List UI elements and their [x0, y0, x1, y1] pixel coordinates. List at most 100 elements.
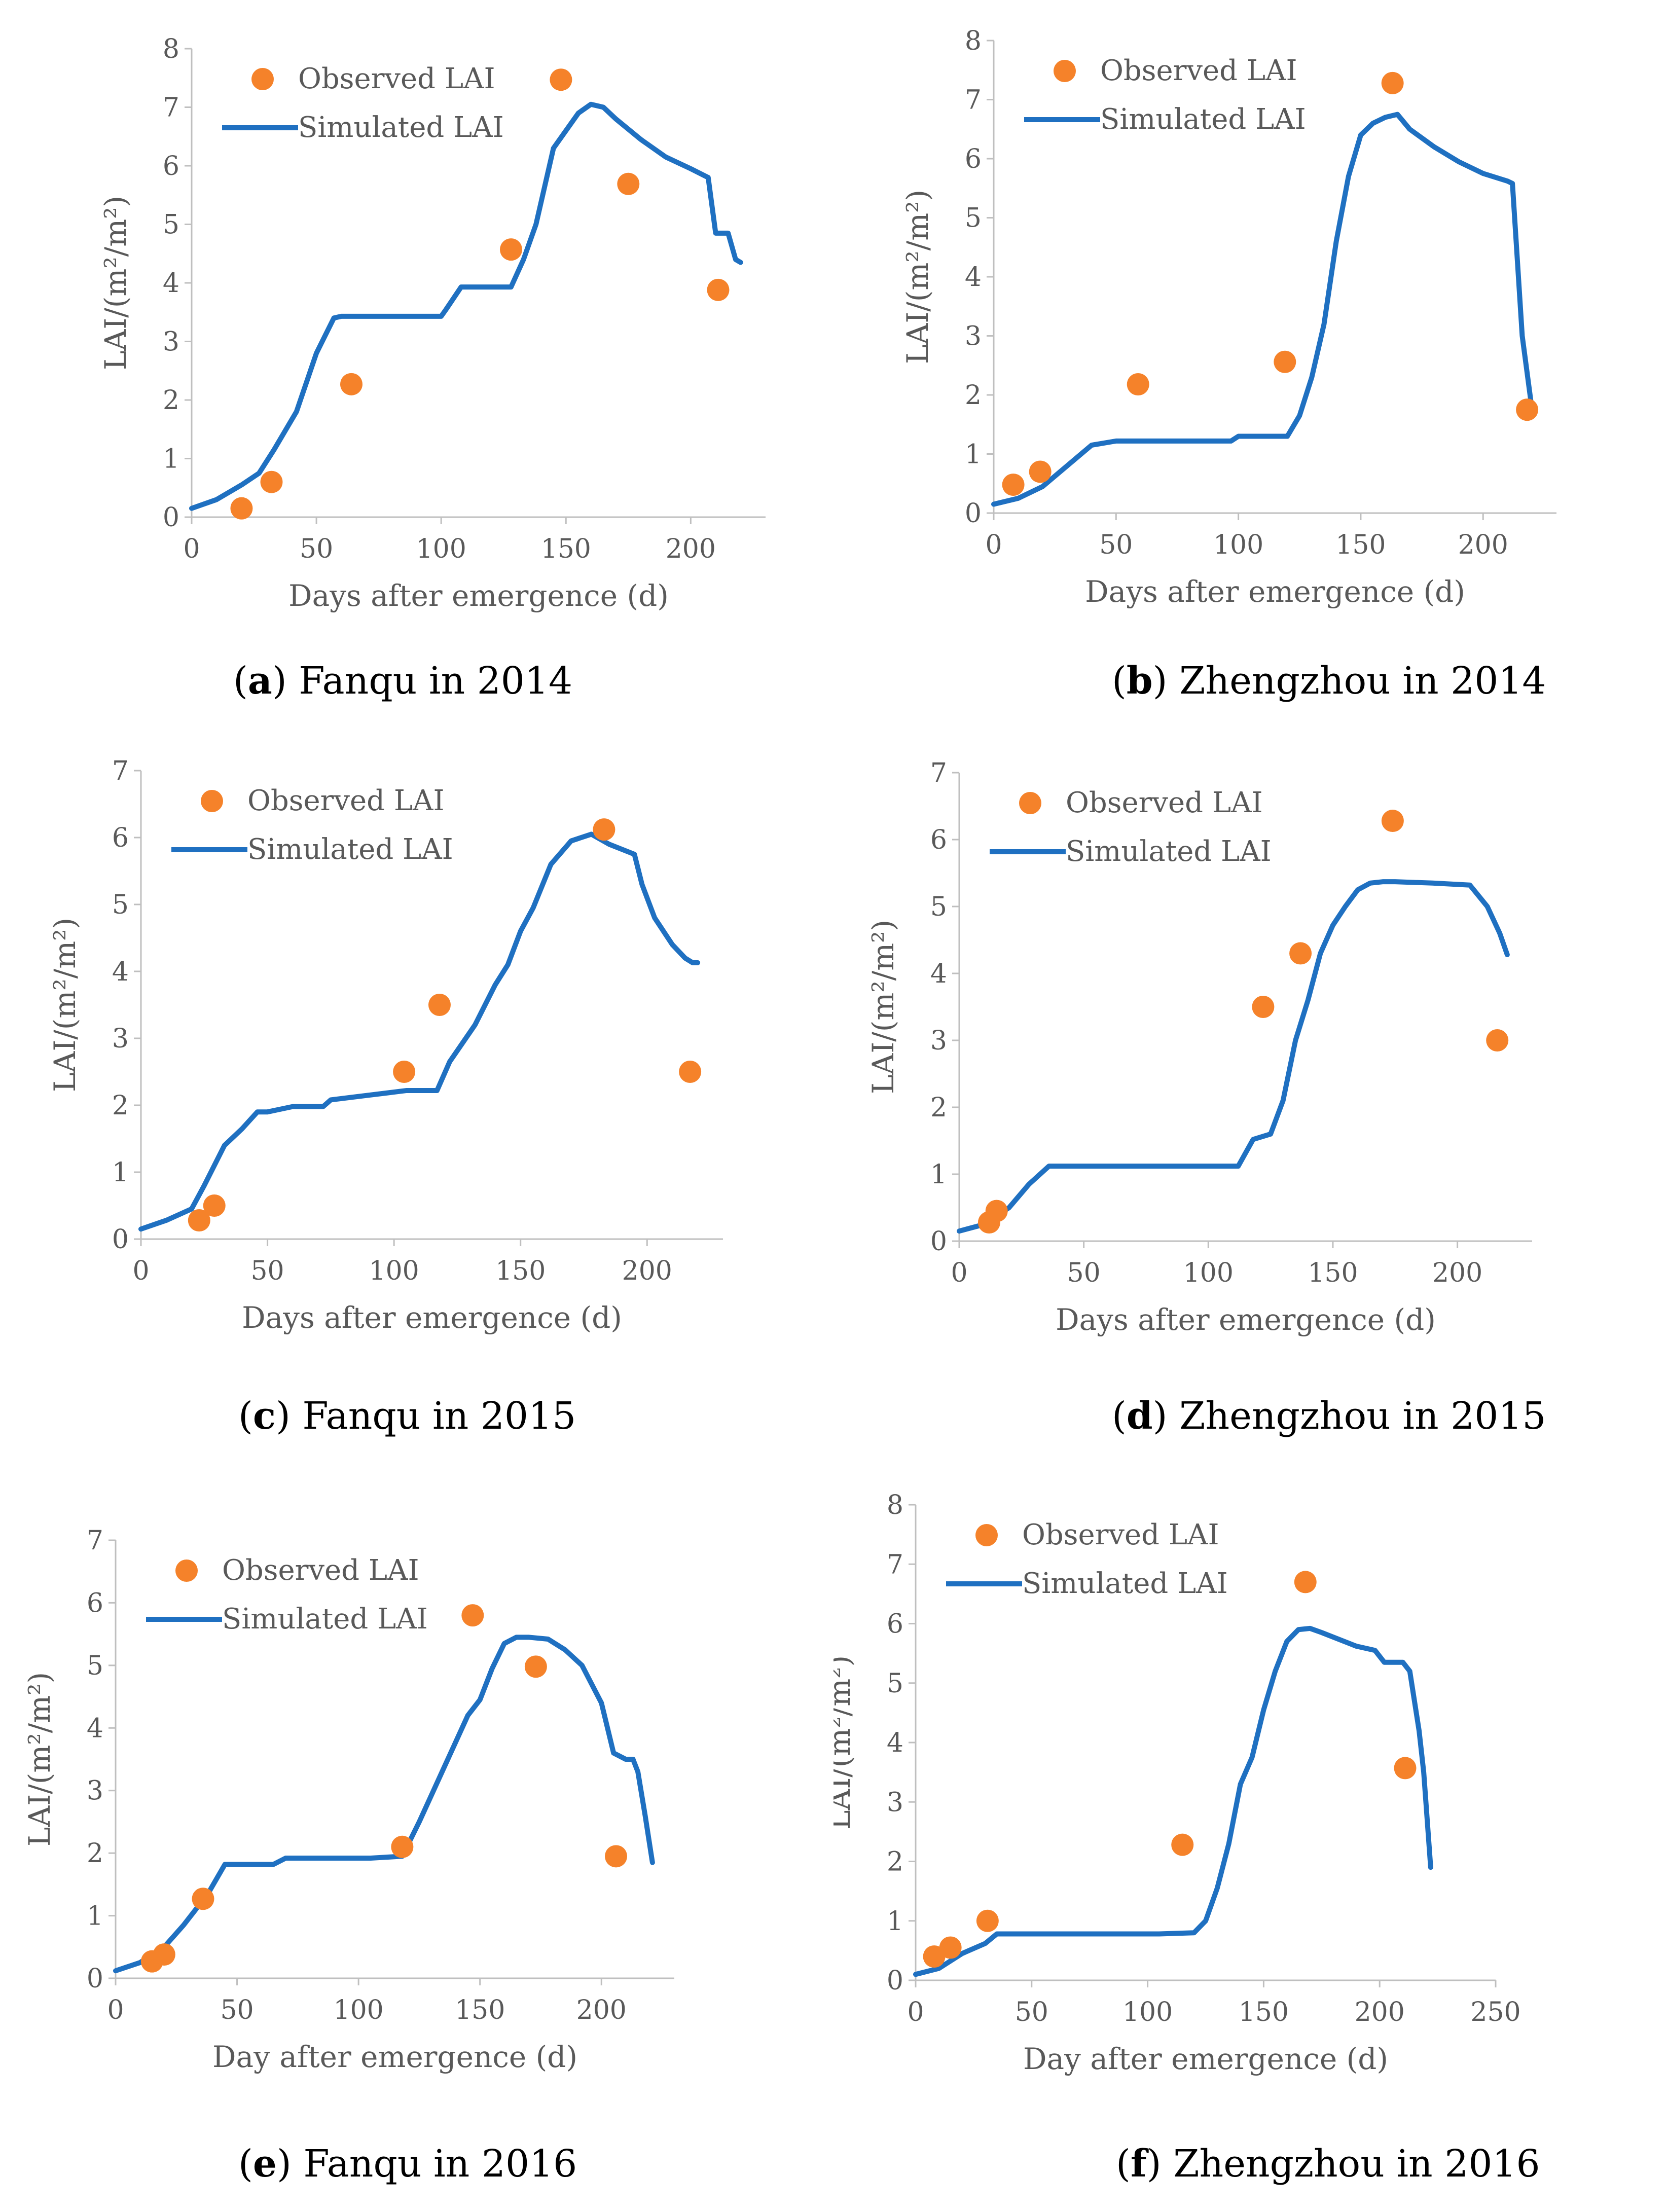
y-tick-label: 3: [112, 1024, 129, 1054]
y-tick-label: 6: [163, 151, 179, 182]
y-tick-label: 7: [87, 1526, 103, 1556]
observed-lai-point: [203, 1194, 226, 1217]
y-tick-label: 8: [965, 26, 982, 56]
observed-lai-point: [230, 497, 253, 520]
x-tick-label: 200: [576, 1995, 627, 2025]
x-tick-label: 150: [1335, 530, 1386, 560]
y-tick-label: 1: [930, 1159, 947, 1190]
observed-lai-point: [1289, 942, 1312, 965]
observed-lai-point: [499, 238, 522, 261]
simulated-lai-line: [189, 101, 743, 511]
x-axis-label: Day after emergence (d): [212, 2040, 577, 2074]
simulated-lai-line: [957, 879, 1510, 1234]
y-tick-label: 3: [887, 1787, 903, 1818]
observed-lai-point: [428, 994, 451, 1016]
x-tick-label: 100: [1213, 530, 1263, 560]
y-tick-label: 4: [112, 957, 129, 987]
y-tick-label: 7: [112, 756, 129, 786]
caption-a: (a) Fanqu in 2014: [233, 659, 573, 703]
y-axis-label: LAI/(m²/m²): [22, 1672, 57, 1846]
y-tick-label: 6: [887, 1609, 903, 1640]
x-tick-label: 200: [666, 534, 716, 564]
x-tick-label: 0: [951, 1258, 967, 1288]
x-tick-label: 200: [622, 1256, 672, 1286]
observed-lai-point: [707, 278, 730, 301]
y-axis-label: LAI/(m²/m²): [866, 920, 900, 1094]
y-tick-label: 7: [965, 85, 982, 116]
chart-b: 0 1 2 3 4 5 6 7 8 0 50 100 150 200 Days after emergenc…: [900, 26, 1556, 609]
y-tick-label: 5: [930, 892, 947, 922]
observed-lai-point: [1127, 373, 1149, 396]
x-tick-label: 0: [183, 534, 200, 564]
simulated-lai-line: [913, 1625, 1433, 1977]
y-tick-label: 5: [163, 210, 179, 240]
y-tick-label: 8: [163, 34, 179, 64]
observed-lai-point: [939, 1936, 962, 1959]
panel-b: 0 1 2 3 4 5 6 7 8 0 50 100 150 200 Days after emergenc…: [834, 0, 1667, 735]
y-tick-label: 3: [930, 1026, 947, 1056]
x-tick-label: 100: [333, 1995, 383, 2025]
legend-observed-marker: [251, 68, 274, 90]
chart-a: 0 1 2 3 4 5 6 7 8 0 50 100 150 200 Days after emergenc…: [98, 34, 766, 613]
y-tick-label: 2: [965, 380, 982, 411]
panel-e: 0 1 2 3 4 5 6 7 0 50 100 150 200 Day after emergence …: [0, 1470, 834, 2212]
x-axis-label: Days after emergence (d): [288, 578, 669, 613]
observed-lai-point: [1381, 810, 1404, 832]
observed-lai-point: [192, 1888, 214, 1910]
y-tick-label: 6: [87, 1588, 103, 1618]
observed-lai-point: [188, 1209, 210, 1232]
y-tick-label: 0: [930, 1226, 947, 1257]
legend-simulated-label: Simulated LAI: [1100, 103, 1306, 136]
y-tick-label: 7: [163, 93, 179, 123]
observed-lai-point: [593, 818, 615, 841]
y-tick-label: 2: [163, 385, 179, 416]
observed-lai-point: [153, 1943, 175, 1966]
caption-letter: b: [1126, 659, 1153, 703]
caption-letter: c: [252, 1394, 276, 1438]
y-tick-label: 3: [163, 327, 179, 357]
observed-lai-point: [985, 1200, 1008, 1222]
y-tick-label: 7: [930, 758, 947, 788]
observed-lai-point: [1294, 1571, 1317, 1593]
observed-lai-point: [976, 1909, 999, 1932]
caption-f: (f) Zhengzhou in 2016: [1116, 2142, 1540, 2186]
legend-observed-label: Observed LAI: [1100, 54, 1297, 87]
caption-d: (d) Zhengzhou in 2015: [1112, 1394, 1546, 1438]
legend-observed-marker: [201, 790, 223, 812]
observed-lai-point: [923, 1945, 946, 1968]
observed-lai-point: [1171, 1833, 1194, 1856]
y-tick-label: 0: [87, 1964, 103, 1994]
observed-lai-point: [1029, 460, 1052, 483]
simulated-lai-line: [991, 112, 1535, 507]
y-tick-label: 6: [930, 825, 947, 855]
x-axis-label: Days after emergence (d): [242, 1300, 622, 1335]
x-axis-label: Day after emergence (d): [1023, 2042, 1388, 2076]
chart-e: 0 1 2 3 4 5 6 7 0 50 100 150 200 Day after emergence …: [22, 1526, 674, 2074]
caption-text: Zhengzhou in 2016: [1161, 2142, 1540, 2186]
caption-text: Fanqu in 2014: [286, 659, 573, 703]
observed-lai-point: [617, 172, 640, 195]
legend-observed-marker: [1054, 60, 1076, 82]
x-tick-label: 150: [1308, 1258, 1358, 1288]
y-tick-label: 5: [112, 890, 129, 920]
y-axis-label: LAI/(m²/m²): [900, 190, 935, 364]
y-tick-label: 3: [87, 1776, 103, 1806]
x-tick-label: 50: [250, 1256, 284, 1286]
caption-text: Fanqu in 2015: [290, 1394, 576, 1438]
observed-lai-point: [1002, 474, 1025, 496]
caption-e: (e) Fanqu in 2016: [238, 2142, 577, 2186]
legend-observed-label: Observed LAI: [247, 784, 445, 817]
y-tick-label: 3: [965, 321, 982, 352]
x-tick-label: 200: [1458, 530, 1508, 560]
y-tick-label: 8: [887, 1490, 903, 1520]
caption-text: Zhengzhou in 2014: [1167, 659, 1546, 703]
observed-lai-point: [461, 1604, 484, 1627]
x-tick-label: 100: [416, 534, 466, 564]
legend-simulated-label: Simulated LAI: [222, 1603, 428, 1636]
x-tick-label: 0: [907, 1997, 924, 2027]
caption-b: (b) Zhengzhou in 2014: [1112, 659, 1546, 703]
chart-d: 0 1 2 3 4 5 6 7 0 50 100 150 200 Days after emergence…: [866, 758, 1532, 1337]
legend-observed-marker: [975, 1524, 998, 1546]
x-tick-label: 50: [300, 534, 333, 564]
